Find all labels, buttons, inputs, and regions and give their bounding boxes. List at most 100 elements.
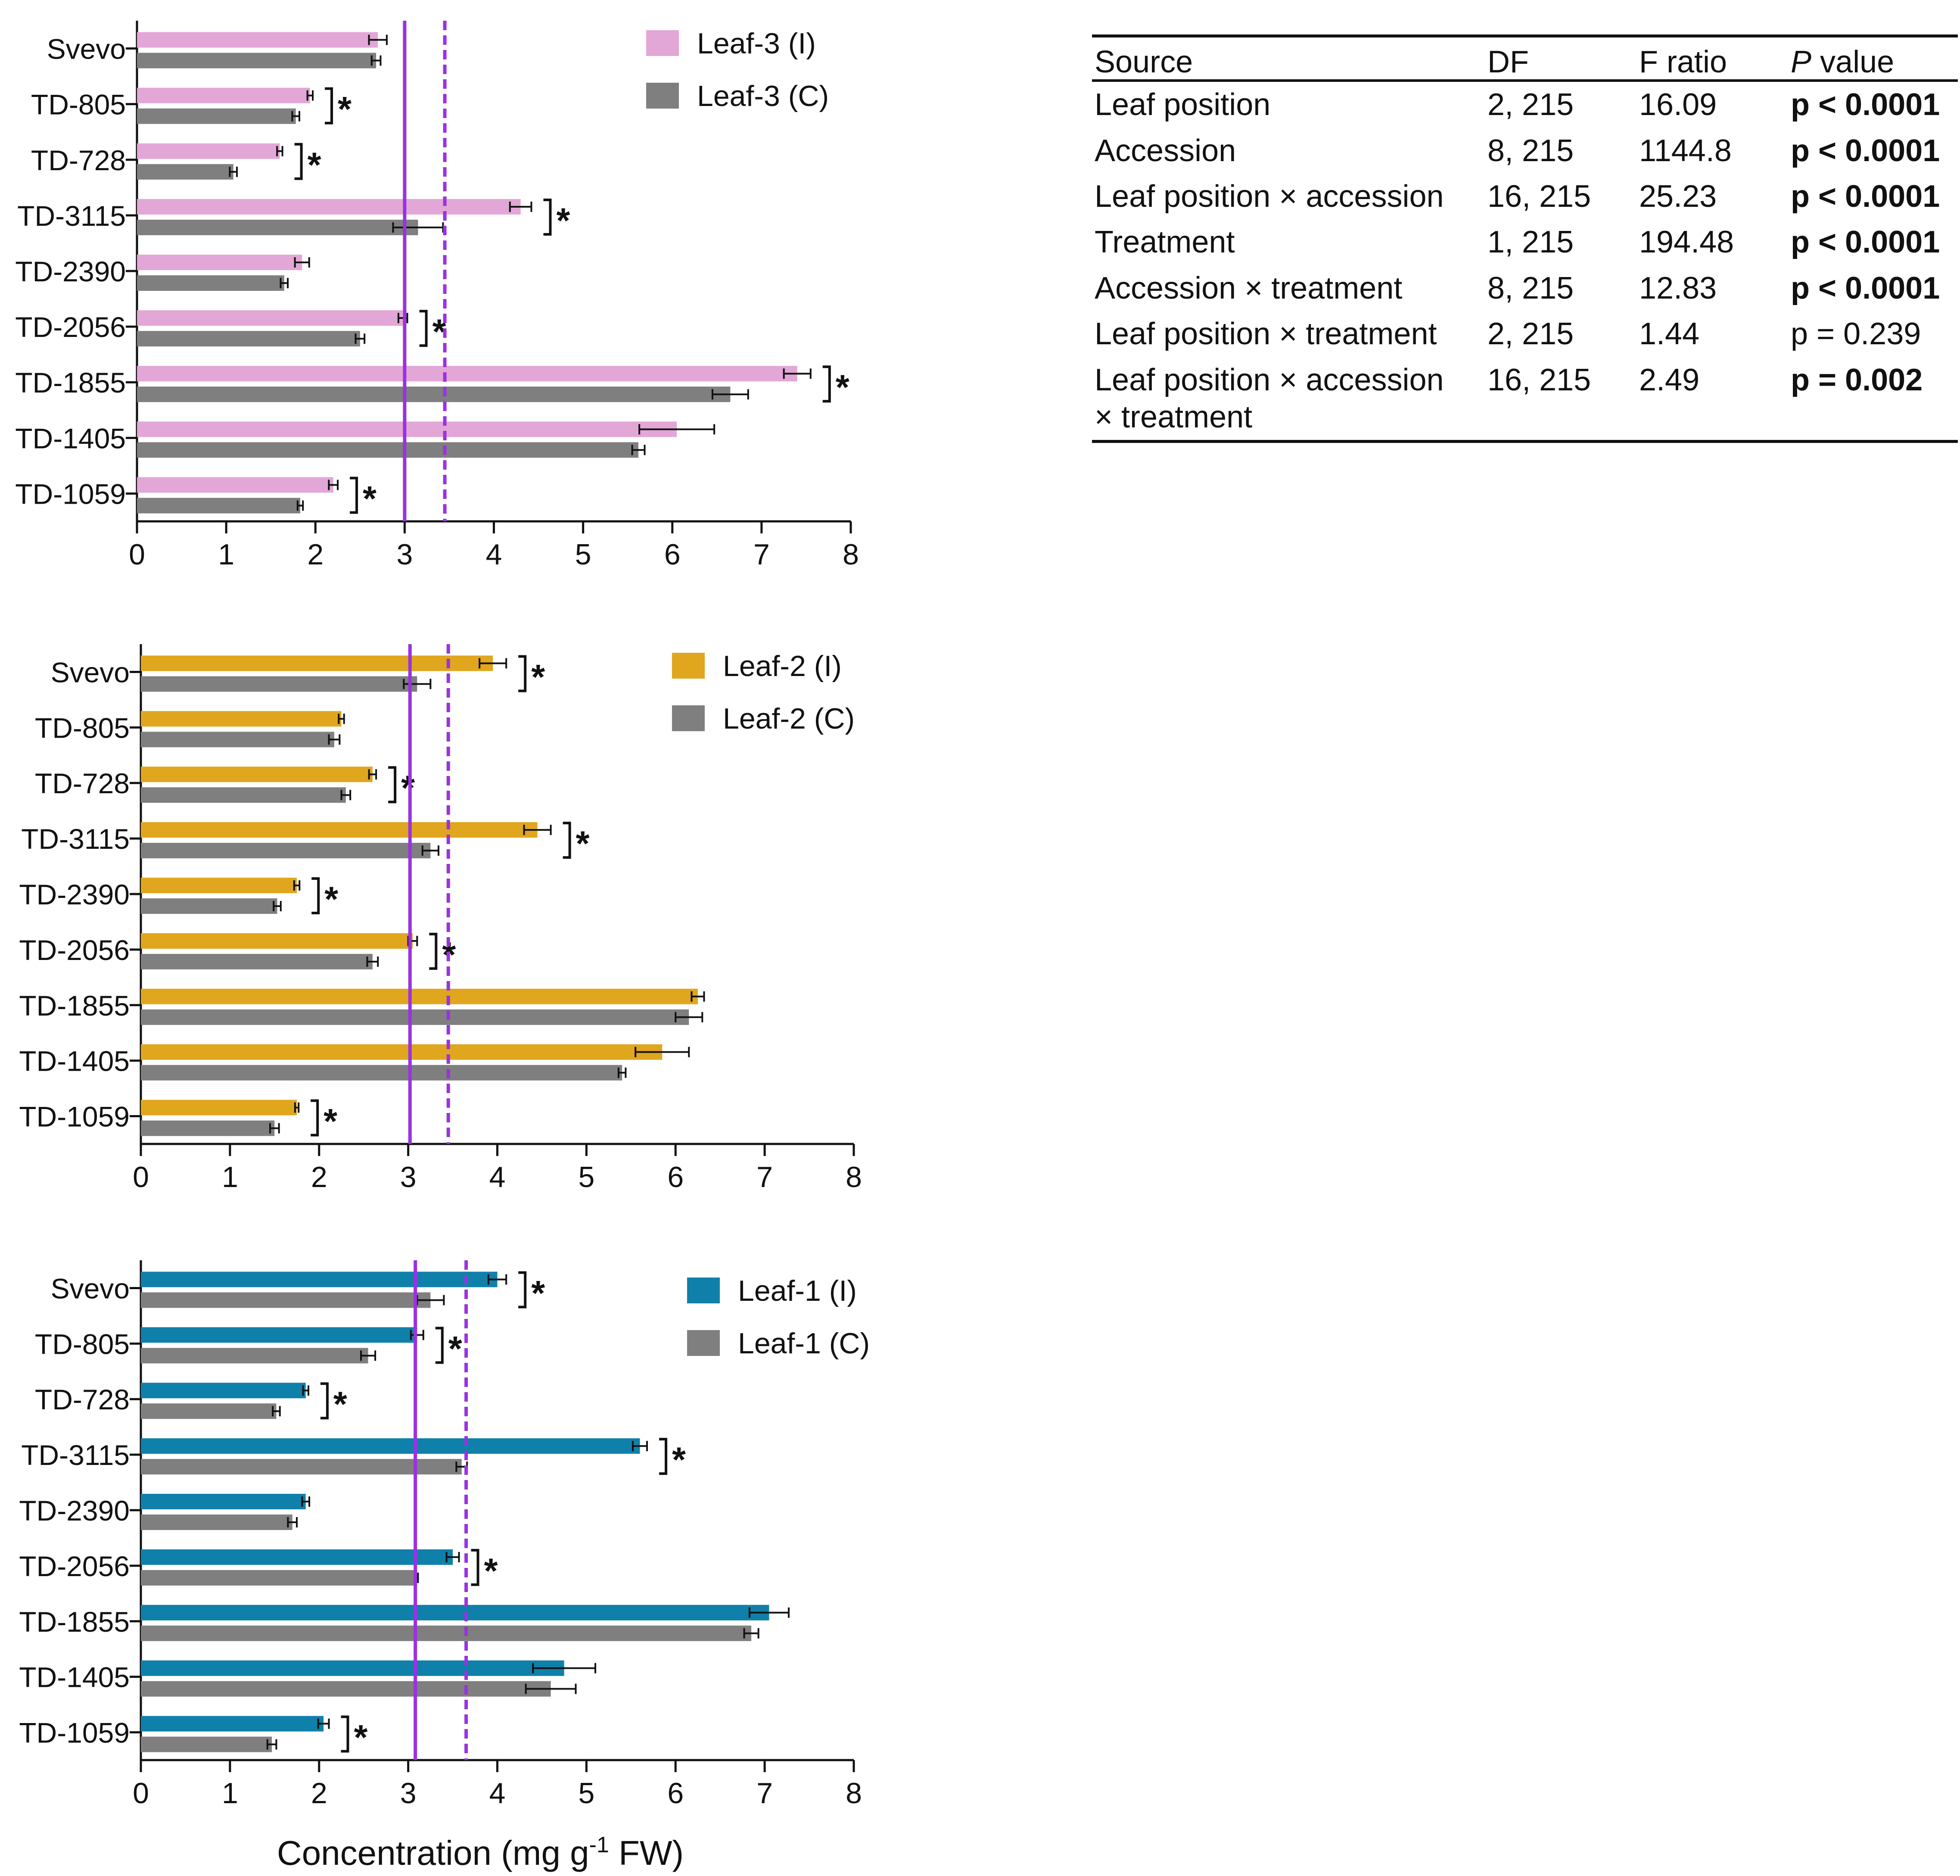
header-f-ratio: F ratio [1636, 34, 1788, 82]
bar-treated [141, 1716, 324, 1732]
row-p-value: p < 0.0001 [1791, 179, 1940, 214]
significance-bracket [659, 1438, 668, 1475]
anova-table: Source DF F ratio P value Leaf position … [1092, 34, 1958, 443]
bar-control [141, 1403, 277, 1419]
y-tick-label: TD-1059 [19, 1101, 130, 1133]
legend-label: Leaf-1 (I) [738, 1275, 857, 1307]
bar-control [141, 1736, 272, 1752]
y-tick-label: TD-805 [35, 1328, 130, 1360]
bar-treated [141, 767, 373, 782]
y-tick-label: TD-2390 [19, 879, 130, 910]
bar-control [137, 108, 296, 124]
row-f-ratio: 1.44 [1639, 317, 1700, 352]
y-tick-label: TD-1405 [19, 1661, 130, 1693]
bar-control [141, 1009, 689, 1025]
chart-panel-2: 0 1 2 3 4 5 6 7 8 Svevo * TD-805 TD-728 * TD-3115 * TD-2… [19, 644, 862, 1194]
bar-control [137, 386, 731, 402]
y-tick-label: TD-1059 [15, 478, 126, 510]
bar-control [141, 1292, 431, 1308]
row-f-ratio: 2.49 [1636, 357, 1788, 443]
bar-treated [137, 366, 797, 382]
significance-bracket [341, 1715, 349, 1753]
bar-treated [141, 988, 698, 1004]
significance-bracket [822, 365, 831, 403]
bar-control [141, 1120, 275, 1136]
legend-swatch [672, 705, 705, 731]
y-tick-label: TD-805 [35, 712, 130, 744]
y-tick-label: TD-2390 [15, 256, 126, 287]
x-tick-label: 4 [489, 1161, 506, 1194]
legend-swatch [646, 83, 679, 109]
significance-star: * [333, 1385, 347, 1424]
significance-star: * [576, 824, 590, 863]
bar-control [141, 1065, 622, 1081]
y-tick-label: TD-805 [31, 89, 126, 121]
bar-control [141, 843, 431, 859]
significance-bracket [518, 655, 527, 692]
row-p-value: p < 0.0001 [1791, 271, 1940, 305]
x-tick-label: 8 [846, 1777, 862, 1810]
significance-bracket [543, 198, 552, 236]
x-tick-label: 3 [396, 538, 413, 571]
bar-treated [141, 1438, 640, 1454]
table-row: Leaf position 2, 215 16.09 p < 0.0001 [1092, 81, 1958, 128]
row-df: 16, 215 [1487, 179, 1591, 214]
bar-control [141, 1459, 462, 1475]
table-row: Accession 8, 215 1144.8 p < 0.0001 [1092, 128, 1958, 174]
x-axis-label: Concentration (mg g-1 FW) [277, 1832, 684, 1872]
table-row: Treatment 1, 215 194.48 p < 0.0001 [1092, 219, 1958, 265]
x-tick-label: 6 [667, 1777, 684, 1810]
significance-bracket [471, 1549, 479, 1586]
x-tick-label: 7 [753, 538, 770, 571]
significance-star: * [484, 1552, 498, 1591]
significance-bracket [429, 932, 438, 970]
bar-treated [137, 199, 521, 215]
significance-star: * [324, 880, 338, 919]
bar-treated [141, 1271, 498, 1287]
bar-treated [137, 87, 310, 103]
bar-control [141, 676, 417, 692]
row-p-value: p = 0.239 [1791, 317, 1921, 352]
bar-treated [141, 878, 297, 893]
row-df: 2, 215 [1487, 317, 1574, 352]
y-tick-label: TD-1855 [19, 990, 130, 1022]
significance-bracket [563, 822, 571, 859]
bar-treated [141, 1327, 417, 1343]
bar-control [137, 219, 418, 235]
y-tick-label: TD-3115 [21, 823, 130, 855]
y-tick-label: TD-2056 [19, 934, 130, 966]
y-tick-label: TD-3115 [17, 200, 126, 232]
y-tick-label: TD-1405 [15, 422, 126, 454]
significance-bracket [311, 877, 320, 914]
bar-treated [141, 1044, 663, 1060]
y-tick-label: TD-728 [35, 767, 130, 799]
row-source: Leaf position × treatment [1095, 317, 1437, 352]
x-tick-label: 3 [400, 1161, 417, 1194]
significance-star: * [338, 90, 352, 129]
y-tick-label: TD-3115 [21, 1439, 130, 1471]
significance-bracket [419, 310, 428, 347]
significance-star: * [836, 368, 849, 407]
row-f-ratio: 16.09 [1639, 87, 1717, 122]
x-tick-label: 1 [218, 538, 234, 571]
x-tick-label: 8 [843, 538, 859, 571]
row-f-ratio: 25.23 [1639, 179, 1717, 214]
legend-swatch [672, 653, 705, 679]
x-tick-label: 0 [133, 1777, 149, 1810]
row-f-ratio: 12.83 [1639, 271, 1717, 305]
table-row: Leaf position × accession 16, 215 25.23 … [1092, 174, 1958, 219]
bar-treated [141, 933, 413, 949]
legend-swatch [687, 1330, 720, 1356]
bar-control [141, 1348, 368, 1364]
x-tick-label: 2 [311, 1777, 327, 1810]
bar-control [141, 1681, 551, 1697]
significance-bracket [320, 1382, 329, 1420]
bar-control [141, 1515, 292, 1530]
y-tick-label: TD-1855 [19, 1606, 130, 1638]
bar-treated [137, 421, 677, 437]
legend-swatch [646, 30, 679, 56]
header-p-italic: P [1791, 45, 1812, 79]
y-tick-label: TD-1059 [19, 1717, 130, 1749]
bar-control [137, 53, 376, 69]
